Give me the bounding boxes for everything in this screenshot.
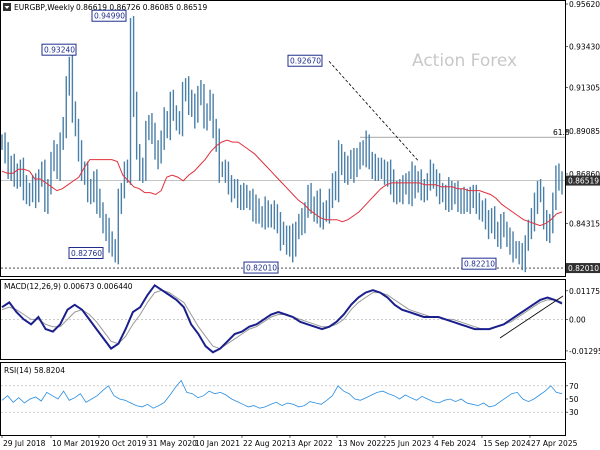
rsi-title: RSI(14) 58.8204 xyxy=(4,366,65,375)
price-axis: 0.95620 0.93430 0.91305 0.89085 0.86860 0.843… xyxy=(565,0,600,272)
price-label: 0.93240 xyxy=(44,46,75,55)
watermark: Action Forex xyxy=(412,51,517,71)
time-axis-label: 4 Feb 2024 xyxy=(434,439,476,448)
chart-title: EURGBP,Weekly xyxy=(14,3,75,12)
chevron-down-icon xyxy=(4,6,10,9)
support-price-value: 0.82010 xyxy=(568,264,599,273)
macd-main-line xyxy=(1,283,563,354)
rsi-levels xyxy=(1,385,565,413)
price-label-box xyxy=(243,261,279,274)
rsi-panel-frame xyxy=(0,362,566,436)
price-label-box xyxy=(91,9,127,22)
rsi-axis-label: 70 xyxy=(569,382,579,391)
price-panel-frame xyxy=(0,0,566,277)
price-label: 0.82760 xyxy=(71,249,102,258)
support-price-badge: 0.82010 xyxy=(566,263,600,274)
price-label: 0.92670 xyxy=(290,57,321,66)
time-axis-label: 10 Mar 2019 xyxy=(52,439,100,448)
time-axis-label: 13 Nov 2022 xyxy=(338,439,386,448)
macd-axis-label: 0.011757 xyxy=(569,287,600,296)
price-axis-label: 0.93430 xyxy=(569,42,600,51)
time-axis-label: 15 Sep 2024 xyxy=(483,439,531,448)
price-label: 0.82210 xyxy=(464,260,495,269)
time-axis: 29 Jul 2018 10 Mar 2019 20 Oct 2019 31 May … xyxy=(1,435,578,448)
price-axis-label: 0.91305 xyxy=(569,84,600,93)
macd-trendline xyxy=(499,295,564,339)
macd-axis-label: -0.012951 xyxy=(569,347,600,356)
moving-average-line xyxy=(1,139,563,227)
price-axis-label: 0.95620 xyxy=(569,0,600,9)
price-axis-label: 0.84315 xyxy=(569,219,600,228)
time-axis-label: 20 Oct 2019 xyxy=(100,439,147,448)
price-axis-label: 0.86860 xyxy=(569,170,600,179)
price-label-box xyxy=(41,43,77,56)
price-labels: 0.94990 0.93240 0.92670 0.82760 0.82010 0.822… xyxy=(41,9,497,274)
rsi-axis: 70 50 30 xyxy=(565,382,579,417)
current-price-badge-box xyxy=(566,175,600,186)
downtrend-line xyxy=(328,60,419,161)
price-axis-label: 0.89085 xyxy=(569,127,600,136)
macd-title: MACD(12,26,9) 0.00673 0.006440 xyxy=(4,282,133,291)
time-axis-label: 27 Apr 2025 xyxy=(531,439,578,448)
time-axis-label: 29 Jul 2018 xyxy=(3,439,46,448)
rsi-line xyxy=(1,379,563,409)
support-price-badge-box xyxy=(566,263,600,274)
time-axis-label: 3 Apr 2022 xyxy=(291,439,333,448)
rsi-axis-label: 50 xyxy=(569,395,579,404)
price-label-box xyxy=(68,247,104,260)
time-axis-label: 25 Jun 2023 xyxy=(386,439,431,448)
time-axis-label: 22 Aug 2021 xyxy=(243,439,291,448)
macd-axis: 0.011757 0.00 -0.012951 xyxy=(565,287,600,356)
rsi-axis-label: 30 xyxy=(569,408,579,417)
macd-signal-line xyxy=(1,289,563,350)
price-label: 0.82010 xyxy=(246,264,277,273)
price-label: 0.94990 xyxy=(94,12,125,21)
current-price-badge: 0.86519 xyxy=(566,175,600,186)
reference-lines xyxy=(1,136,565,269)
time-axis-label: 10 Jan 2021 xyxy=(195,439,240,448)
current-price-value: 0.86519 xyxy=(568,177,599,186)
macd-axis-label: 0.00 xyxy=(569,315,586,324)
price-label-box xyxy=(287,54,323,67)
fibonacci-label: 61.8 xyxy=(553,128,570,137)
ohlc-readout: 0.86619 0.86726 0.86085 0.86519 xyxy=(76,3,207,12)
price-label-box xyxy=(461,257,497,270)
time-axis-label: 31 May 2020 xyxy=(148,439,197,448)
price-panel-header: EURGBP,Weekly 0.86619 0.86726 0.86085 0.… xyxy=(3,3,207,12)
